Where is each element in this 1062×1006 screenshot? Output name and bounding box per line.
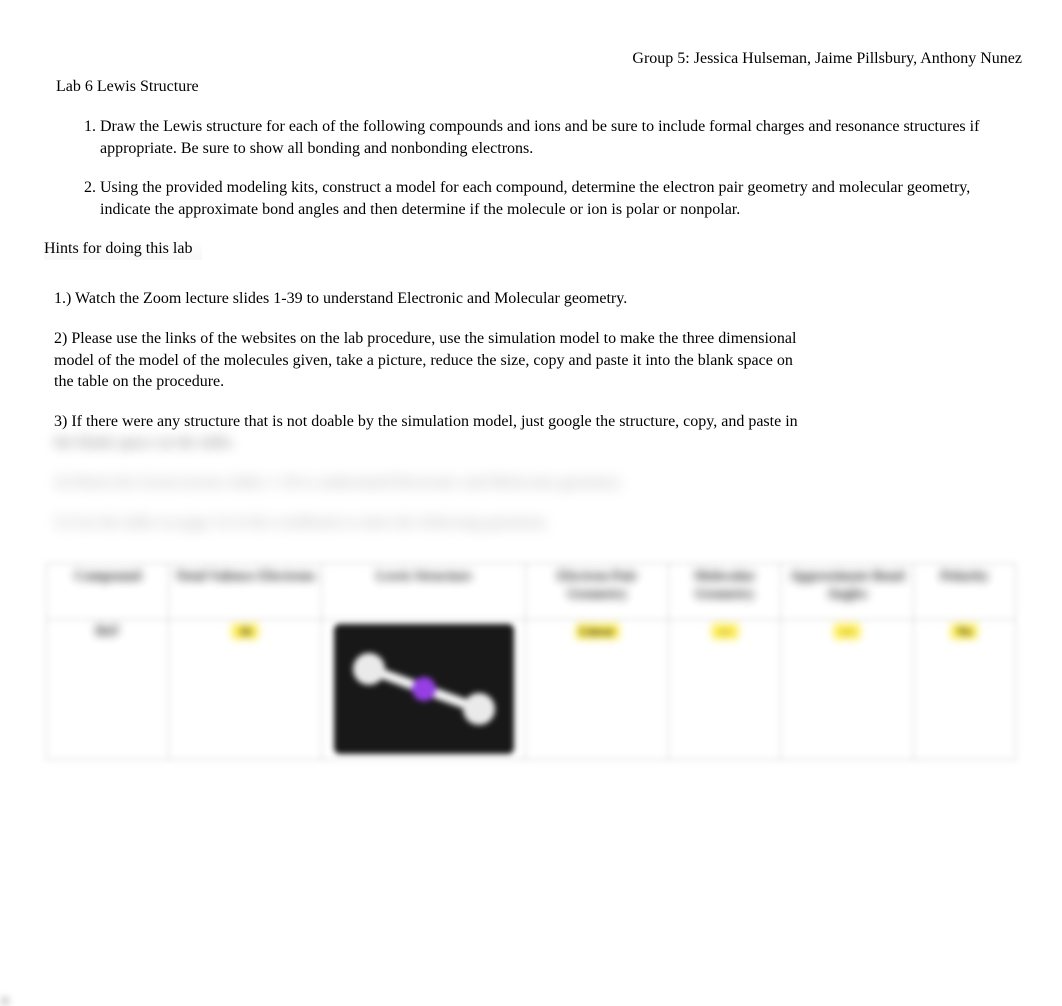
hint-3a: 3) If there were any structure that is n…: [54, 413, 798, 430]
col-polarity: Polarity: [913, 564, 1015, 620]
col-angles: Approximate Bond Angles: [781, 564, 914, 620]
lab-title: Lab 6 Lewis Structure: [56, 78, 1022, 96]
hints-header: Hints for doing this lab: [44, 240, 202, 260]
col-epg: Electron Pair Geometry: [526, 564, 669, 620]
instruction-1: Draw the Lewis structure for each of the…: [100, 116, 1022, 159]
cell-structure: [322, 620, 526, 760]
col-mg: Molecular Geometry: [669, 564, 781, 620]
hint-1: 1.) Watch the Zoom lecture slides 1-39 t…: [54, 288, 802, 310]
hint-3b-blurred: the blank space on the table.: [54, 434, 235, 451]
col-compound: Compound: [47, 564, 169, 620]
compound-label: BeF: [96, 624, 120, 640]
lewis-structure-render: [334, 624, 514, 754]
polar-tag: No: [951, 624, 977, 639]
instruction-2: Using the provided modeling kits, constr…: [100, 177, 1022, 220]
col-valence: Total Valence Electrons: [169, 564, 322, 620]
data-table-wrap: Compound Total Valence Electrons Lewis S…: [40, 563, 1022, 760]
col-structure: Lewis Structure: [322, 564, 526, 620]
cell-polarity: No: [913, 620, 1015, 760]
cell-angles: —: [781, 620, 914, 760]
angle-tag: —: [834, 624, 860, 639]
cell-mg: —: [669, 620, 781, 760]
epg-tag: Linear: [576, 624, 619, 639]
cell-epg: Linear: [526, 620, 669, 760]
cell-compound: BeF: [47, 620, 169, 760]
table-header-row: Compound Total Valence Electrons Lewis S…: [47, 564, 1016, 620]
hint-5-blurred: 5) Use the table on page 10 of the workb…: [54, 512, 802, 534]
hint-3: 3) If there were any structure that is n…: [54, 411, 802, 454]
mg-tag: —: [712, 624, 738, 639]
footer-smudge: [0, 996, 10, 1006]
group-line: Group 5: Jessica Hulseman, Jaime Pillsbu…: [40, 50, 1022, 68]
molecule-svg: [334, 624, 514, 754]
cell-valence: 16: [169, 620, 322, 760]
hint-4-blurred: 4) Watch the Zoom lecture slides 1-39 to…: [54, 472, 802, 494]
hints-block: 1.) Watch the Zoom lecture slides 1-39 t…: [54, 288, 802, 533]
table-row: BeF 16: [47, 620, 1016, 760]
data-table: Compound Total Valence Electrons Lewis S…: [46, 563, 1016, 760]
instruction-list: Draw the Lewis structure for each of the…: [60, 116, 1022, 220]
hint-2: 2) Please use the links of the websites …: [54, 328, 802, 393]
valence-tag: 16: [232, 624, 258, 639]
